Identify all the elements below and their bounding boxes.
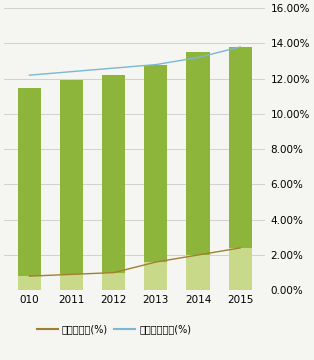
Bar [102, 273, 125, 290]
Bar [60, 80, 83, 290]
Bar [18, 276, 41, 290]
Bar [144, 262, 167, 290]
Bar [144, 64, 167, 290]
Bar [18, 87, 41, 290]
Legend: 외국인비율(%), 고령인구비율(%): 외국인비율(%), 고령인구비율(%) [33, 320, 195, 338]
Bar [60, 274, 83, 290]
Bar [229, 47, 252, 290]
Bar [102, 75, 125, 290]
Bar [187, 52, 210, 290]
Bar [229, 248, 252, 290]
Bar [187, 255, 210, 290]
